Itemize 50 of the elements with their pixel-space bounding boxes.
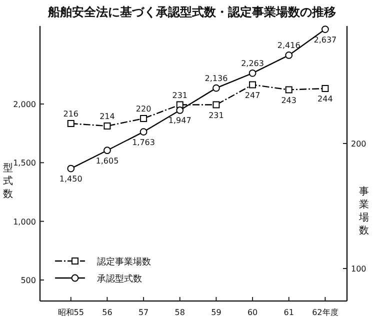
point (249, 81, 256, 88)
data-label: 216 (63, 110, 79, 118)
data-label: 2,637 (314, 35, 337, 44)
point (248, 69, 256, 77)
chart-title: 船舶安全法に基づく承認型式数・認定事業場数の推移 (47, 5, 336, 19)
legend-label: 認定事業場数 (97, 256, 151, 268)
x-tick-label: 59 (211, 308, 222, 317)
y-tick-label: 2,000 (13, 100, 36, 110)
point (67, 164, 75, 172)
y2-tick-label: 100 (351, 264, 366, 274)
x-tick-label: 61 (284, 308, 294, 317)
x-tick-label: 62年度 (312, 308, 338, 317)
x-tick-label: 60 (247, 308, 258, 317)
x-tick-label: 昭和55 (58, 308, 84, 317)
data-label: 2,263 (241, 59, 264, 68)
point (212, 101, 220, 108)
point (285, 52, 293, 59)
x-tick-label: 56 (102, 308, 112, 317)
data-label: 231 (208, 110, 224, 120)
y-tick-label: 1,000 (13, 217, 36, 226)
point (104, 146, 111, 154)
data-label: 2,416 (277, 41, 300, 50)
point (67, 120, 74, 127)
y-tick-label: 500 (20, 276, 36, 285)
legend-label: 承認型式数 (97, 274, 142, 284)
point (285, 86, 292, 94)
data-label: 1,450 (59, 174, 82, 184)
data-label: 1,605 (96, 156, 119, 166)
point (212, 84, 220, 92)
data-label: 1,947 (168, 116, 192, 126)
point (140, 128, 148, 136)
x-tick-label: 58 (174, 308, 185, 317)
y2-tick-label: 200 (351, 140, 366, 148)
data-label: 244 (318, 94, 333, 104)
point (104, 122, 111, 130)
x-tick-label: 57 (138, 308, 149, 317)
y-tick-label: 1,500 (13, 158, 36, 168)
point (322, 26, 329, 33)
data-label: 2,136 (204, 74, 228, 84)
data-label: 247 (244, 90, 260, 100)
y2-axis-title: 事業場数 (358, 186, 369, 236)
data-label: 214 (100, 112, 115, 121)
point (322, 85, 329, 92)
point (176, 106, 184, 114)
data-label: 1,763 (132, 138, 155, 147)
data-label: 231 (172, 90, 188, 100)
data-label: 220 (136, 104, 152, 114)
point (140, 115, 148, 122)
y-axis-title: 型式数 (3, 162, 13, 200)
data-label: 243 (281, 96, 297, 105)
